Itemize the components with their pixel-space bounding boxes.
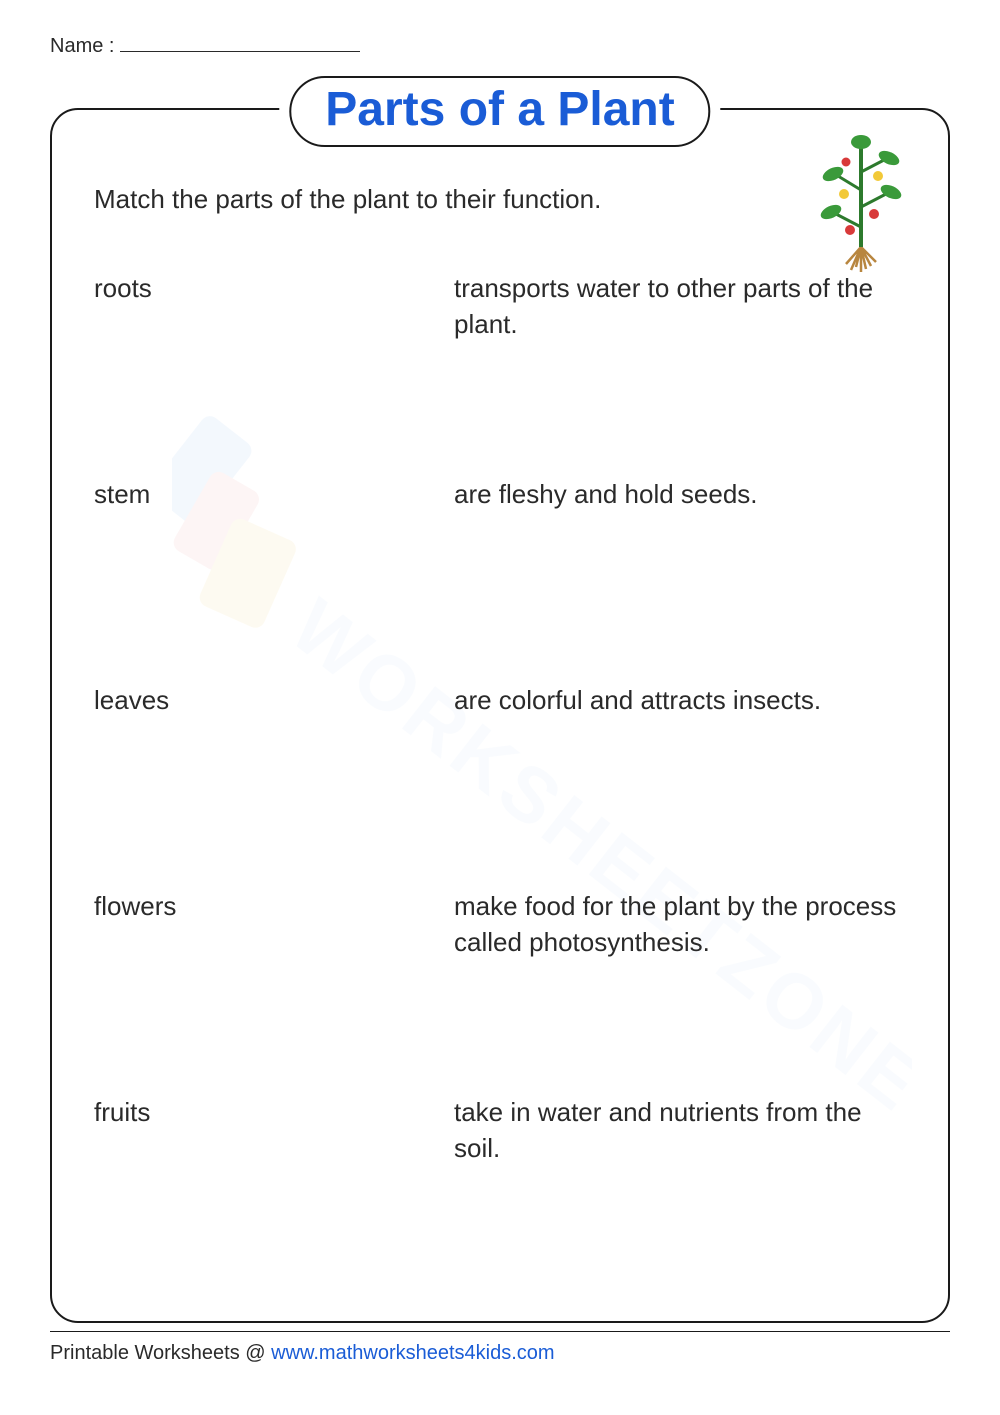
title-wrap: Parts of a Plant (279, 76, 720, 147)
match-right-item[interactable]: transports water to other parts of the p… (454, 270, 914, 343)
match-left-item[interactable]: flowers (94, 888, 454, 924)
plant-icon (806, 132, 916, 272)
match-right-item[interactable]: are fleshy and hold seeds. (454, 476, 914, 512)
match-left-item[interactable]: roots (94, 270, 454, 306)
instruction-text: Match the parts of the plant to their fu… (94, 184, 601, 215)
footer-link[interactable]: www.mathworksheets4kids.com (271, 1342, 554, 1364)
match-right-item[interactable]: take in water and nutrients from the soi… (454, 1094, 914, 1167)
match-grid: roots transports water to other parts of… (94, 270, 914, 1300)
name-label: Name : (50, 35, 114, 58)
match-left-item[interactable]: leaves (94, 682, 454, 718)
match-right-item[interactable]: are colorful and attracts insects. (454, 682, 914, 718)
match-right-item[interactable]: make food for the plant by the process c… (454, 888, 914, 961)
footer: Printable Worksheets @ www.mathworksheet… (50, 1331, 950, 1365)
match-left-item[interactable]: fruits (94, 1094, 454, 1130)
worksheet-title: Parts of a Plant (289, 76, 710, 147)
name-field-row: Name : (50, 35, 360, 58)
worksheet-container: Parts of a Plant WORKSHEETZONE Match the… (50, 108, 950, 1323)
footer-label: Printable Worksheets @ (50, 1342, 271, 1364)
match-left-item[interactable]: stem (94, 476, 454, 512)
name-input-line[interactable] (120, 51, 360, 52)
